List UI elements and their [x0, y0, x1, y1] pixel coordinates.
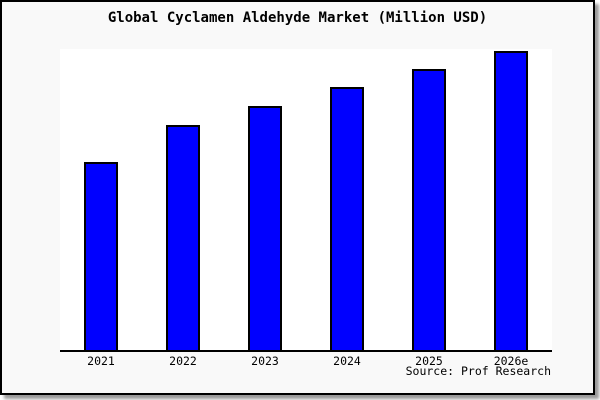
bar-2025 [412, 69, 446, 350]
chart-title: Global Cyclamen Aldehyde Market (Million… [107, 10, 488, 26]
bar-2026e [494, 51, 528, 350]
x-tick-label-2021: 2021 [87, 354, 115, 368]
x-tick-label-2023: 2023 [251, 354, 279, 368]
chart-frame: Global Cyclamen Aldehyde Market (Million… [0, 0, 595, 395]
x-tick-label-2024: 2024 [333, 354, 361, 368]
x-tick-label-2025: 2025 [415, 354, 443, 368]
plot-area [60, 49, 552, 352]
bar-2022 [166, 125, 200, 350]
bar-2021 [84, 162, 118, 350]
x-tick-label-2026e: 2026e [493, 354, 529, 368]
x-axis-labels: 2021 2022 2023 2024 2025 2026e [60, 354, 552, 369]
x-tick-label-2022: 2022 [169, 354, 197, 368]
bars-container [60, 49, 552, 350]
source-note: Source: Prof Research [405, 364, 551, 378]
bar-2023 [248, 106, 282, 350]
bar-2024 [330, 87, 364, 350]
